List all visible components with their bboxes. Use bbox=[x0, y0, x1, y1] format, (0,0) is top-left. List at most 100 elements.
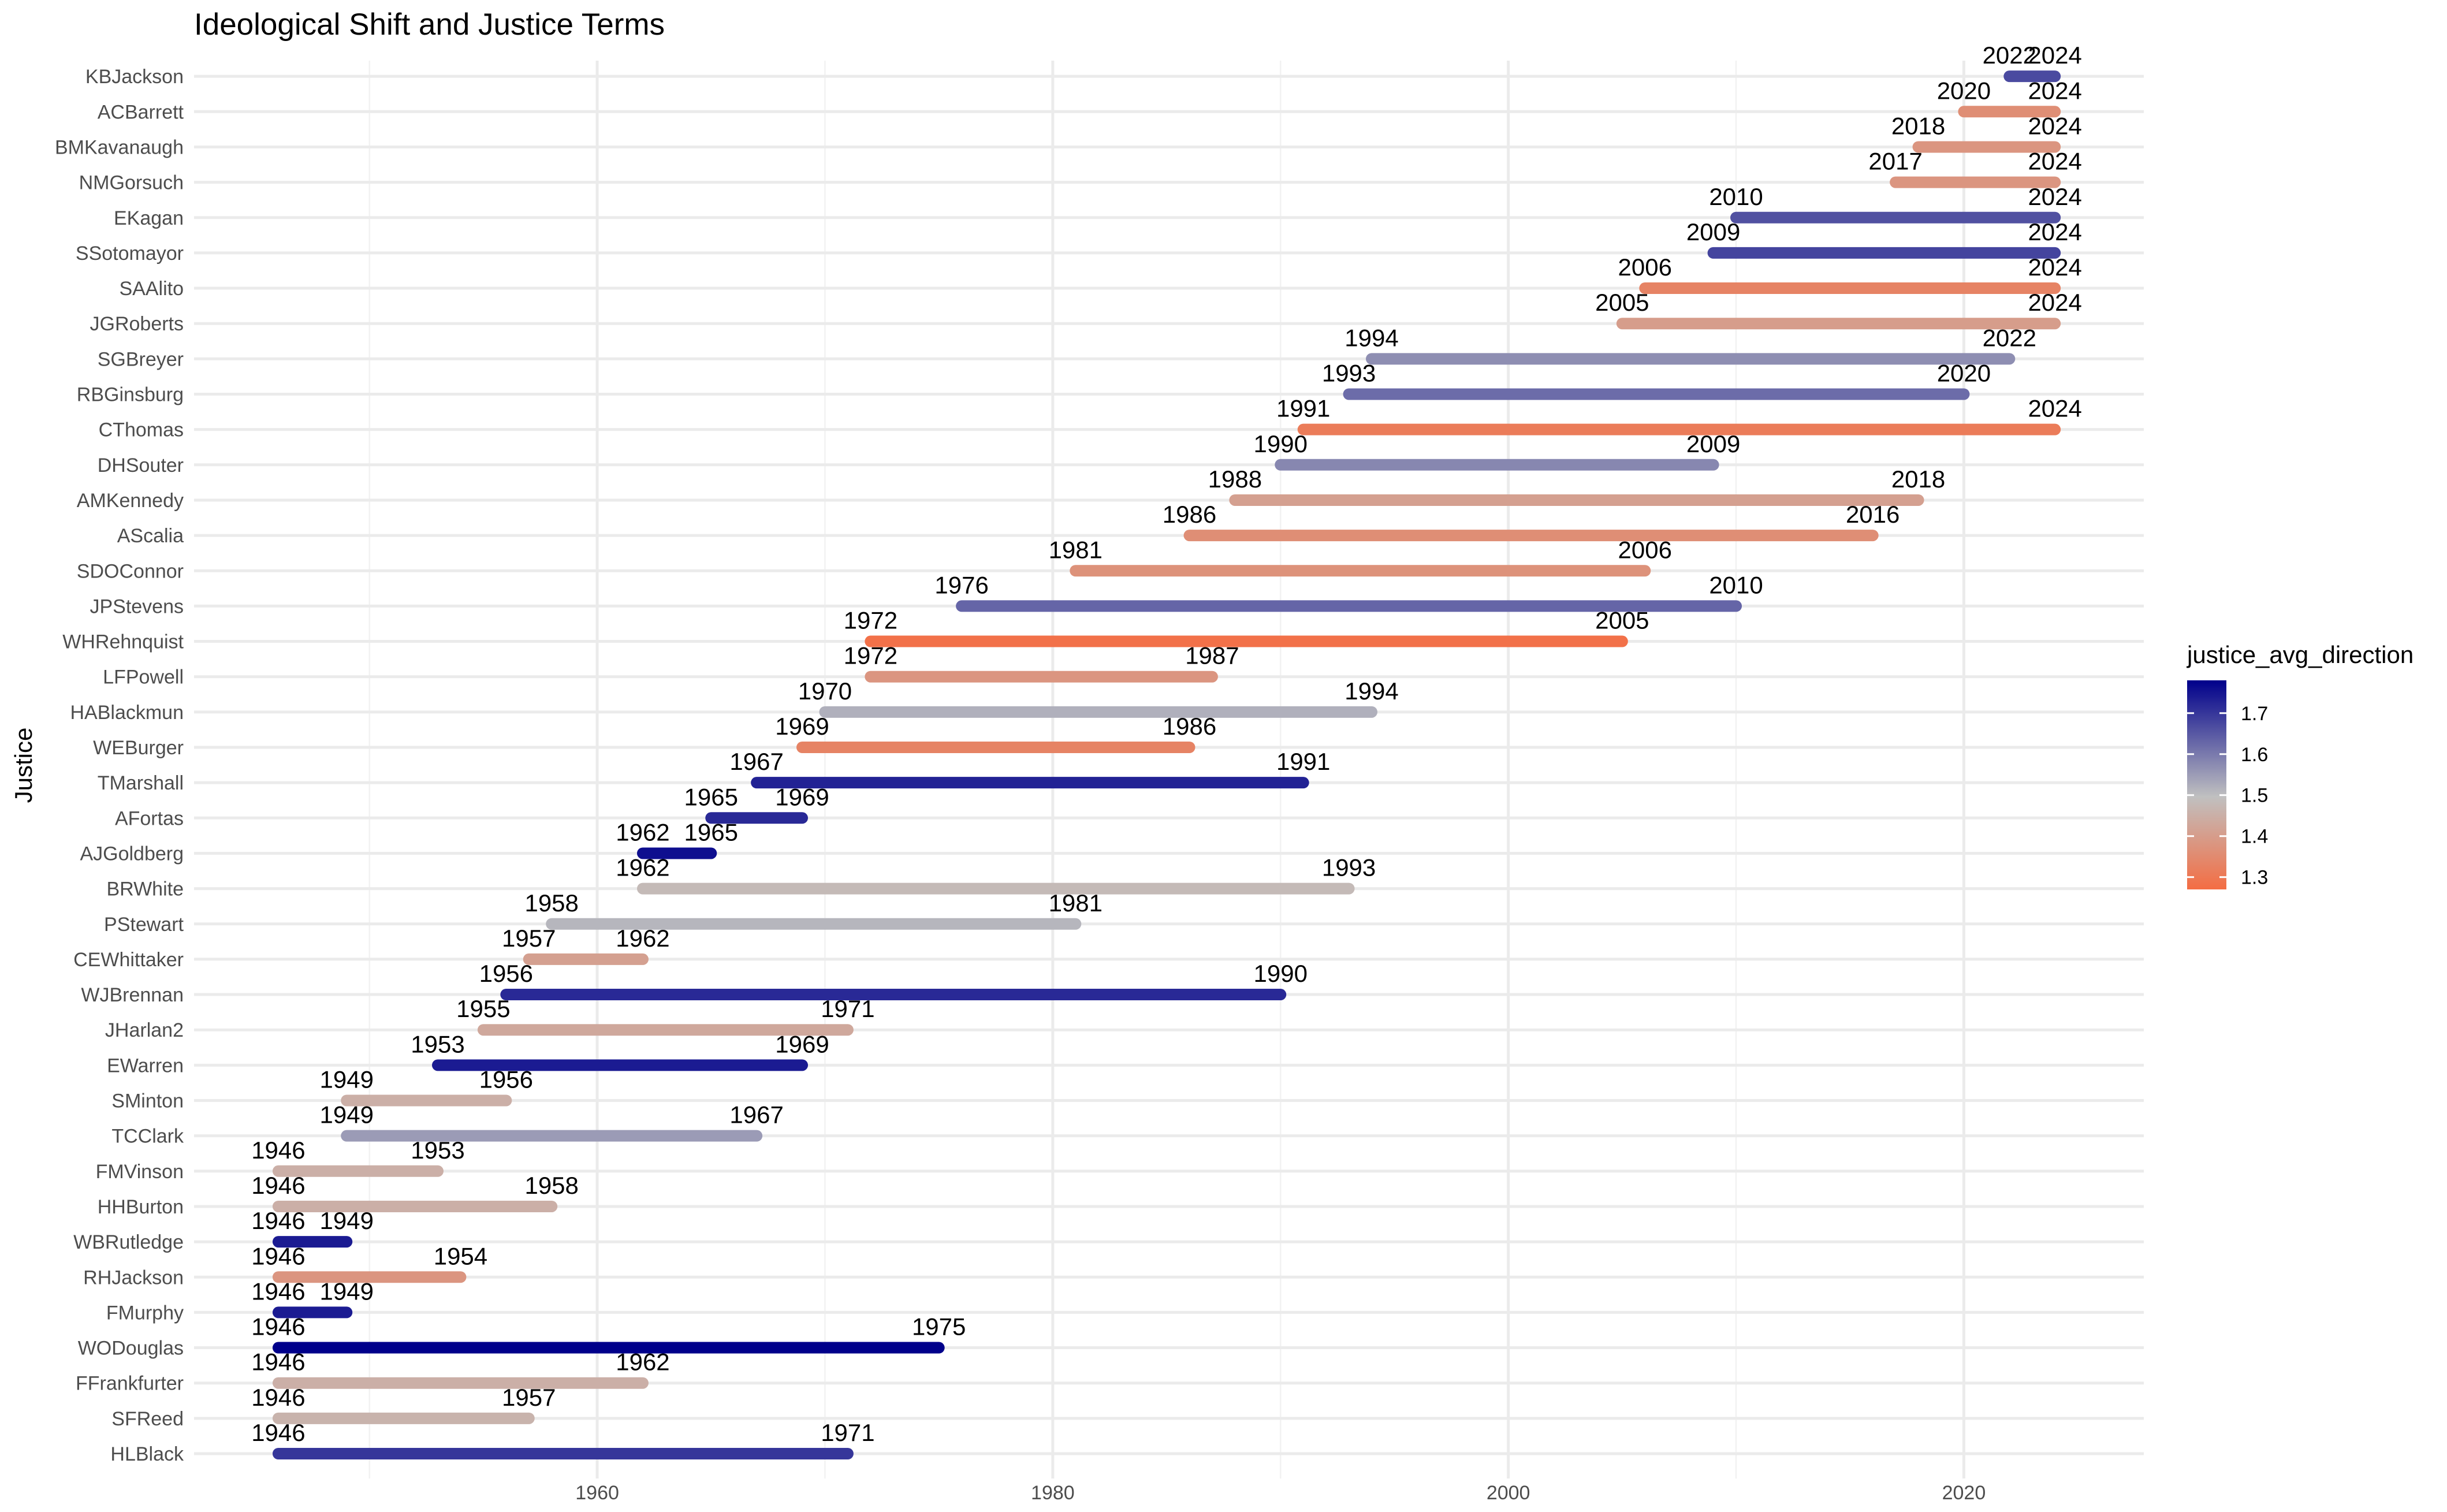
y-tick-label: SSotomayor bbox=[76, 243, 184, 265]
start-year-label: 1946 bbox=[251, 1242, 305, 1269]
end-year-label: 1990 bbox=[1254, 960, 1308, 987]
y-tick-label: NMGorsuch bbox=[79, 172, 184, 194]
start-year-label: 1962 bbox=[616, 818, 669, 846]
end-year-label: 1949 bbox=[320, 1207, 374, 1234]
start-year-label: 1962 bbox=[616, 854, 669, 881]
start-year-label: 1972 bbox=[844, 642, 897, 669]
legend-tick-label: 1.3 bbox=[2241, 867, 2268, 889]
end-year-label: 2024 bbox=[2028, 254, 2081, 281]
end-year-label: 2024 bbox=[2028, 289, 2081, 316]
start-year-label: 1955 bbox=[456, 995, 510, 1022]
y-tick-label: JPStevens bbox=[90, 595, 184, 617]
end-year-label: 2018 bbox=[1891, 465, 1945, 493]
end-year-label: 2024 bbox=[2028, 112, 2081, 139]
y-tick-label: TCClark bbox=[111, 1126, 184, 1148]
start-year-label: 1970 bbox=[798, 677, 852, 705]
y-tick-label: EKagan bbox=[114, 207, 184, 229]
y-tick-label: FMVinson bbox=[96, 1161, 184, 1183]
end-year-label: 1971 bbox=[821, 995, 874, 1022]
start-year-label: 1946 bbox=[251, 1137, 305, 1164]
y-tick-label: HHBurton bbox=[98, 1196, 184, 1218]
y-tick-label: AMKennedy bbox=[77, 490, 184, 512]
end-year-label: 2010 bbox=[1709, 571, 1763, 598]
start-year-label: 1956 bbox=[479, 960, 533, 987]
x-tick-label: 2000 bbox=[1487, 1482, 1530, 1504]
y-tick-label: TMarshall bbox=[98, 772, 184, 794]
y-tick-label: HABlackmun bbox=[70, 702, 184, 724]
end-year-label: 1956 bbox=[479, 1066, 533, 1093]
end-year-label: 1958 bbox=[524, 1172, 578, 1199]
start-year-label: 2017 bbox=[1868, 148, 1922, 175]
y-tick-label: WEBurger bbox=[93, 737, 184, 759]
start-year-label: 2005 bbox=[1595, 289, 1649, 316]
end-year-label: 2024 bbox=[2028, 42, 2081, 69]
end-year-label: 1981 bbox=[1049, 889, 1103, 917]
end-year-label: 2024 bbox=[2028, 218, 2081, 245]
y-tick-label: AScalia bbox=[117, 525, 184, 547]
legend-ticks: 1.3 1.4 1.5 1.6 1.7 bbox=[2187, 703, 2268, 889]
end-year-label: 1954 bbox=[434, 1242, 487, 1269]
y-tick-label: SMinton bbox=[111, 1090, 184, 1112]
end-year-label: 1969 bbox=[775, 1030, 829, 1057]
end-year-label: 1994 bbox=[1344, 677, 1398, 705]
end-year-label: 2006 bbox=[1618, 536, 1672, 563]
end-year-label: 1962 bbox=[616, 1349, 669, 1376]
end-year-label: 1969 bbox=[775, 783, 829, 810]
start-year-label: 1988 bbox=[1208, 465, 1262, 493]
y-tick-label: SFReed bbox=[111, 1408, 184, 1430]
end-year-label: 1949 bbox=[320, 1278, 374, 1305]
y-tick-label: DHSouter bbox=[98, 455, 184, 476]
end-year-label: 1971 bbox=[821, 1419, 874, 1446]
y-tick-label: JHarlan2 bbox=[105, 1019, 184, 1041]
end-year-label: 1962 bbox=[616, 925, 669, 952]
end-year-label: 2009 bbox=[1686, 430, 1740, 457]
start-year-label: 1946 bbox=[251, 1172, 305, 1199]
start-year-label: 1981 bbox=[1049, 536, 1103, 563]
y-tick-label: PStewart bbox=[104, 914, 184, 936]
start-year-label: 1969 bbox=[775, 713, 829, 740]
y-tick-label: SGBreyer bbox=[98, 348, 184, 370]
y-tick-label: WODouglas bbox=[78, 1338, 184, 1360]
y-tick-label: EWarren bbox=[107, 1055, 184, 1077]
y-tick-label: FMurphy bbox=[106, 1302, 184, 1324]
start-year-label: 1990 bbox=[1254, 430, 1308, 457]
term-segments bbox=[272, 70, 2061, 1459]
y-tick-labels: HLBlack SFReed FFrankfurter WODouglas FMurph… bbox=[55, 66, 184, 1465]
start-year-label: 1972 bbox=[844, 607, 897, 634]
y-tick-label: AFortas bbox=[115, 807, 184, 829]
start-year-label: 2018 bbox=[1891, 112, 1945, 139]
start-year-label: 1953 bbox=[411, 1030, 464, 1057]
y-tick-label: HLBlack bbox=[110, 1443, 184, 1465]
y-tick-label: LFPowell bbox=[103, 666, 184, 688]
y-tick-label: CEWhittaker bbox=[73, 949, 184, 971]
legend-colorbar bbox=[2187, 680, 2226, 889]
start-year-label: 2020 bbox=[1937, 77, 1991, 104]
start-year-label: 1949 bbox=[320, 1066, 374, 1093]
end-year-label: 1965 bbox=[684, 818, 738, 846]
end-year-label: 1993 bbox=[1322, 854, 1376, 881]
start-year-label: 1957 bbox=[502, 925, 556, 952]
end-year-label: 2016 bbox=[1846, 501, 1900, 528]
start-year-label: 1965 bbox=[684, 783, 738, 810]
chart-title: Ideological Shift and Justice Terms bbox=[194, 8, 665, 42]
y-tick-label: WBRutledge bbox=[73, 1231, 184, 1253]
y-axis-label: Justice bbox=[10, 728, 37, 803]
legend-tick-label: 1.5 bbox=[2241, 785, 2268, 807]
y-tick-label: SDOConnor bbox=[77, 560, 184, 582]
y-tick-label: RBGinsburg bbox=[77, 384, 184, 406]
y-tick-label: SAAlito bbox=[120, 278, 184, 300]
start-year-label: 1993 bbox=[1322, 360, 1376, 387]
end-year-label: 1987 bbox=[1185, 642, 1239, 669]
y-tick-label: BMKavanaugh bbox=[55, 136, 184, 158]
end-year-label: 2024 bbox=[2028, 148, 2081, 175]
start-year-label: 1976 bbox=[934, 571, 988, 598]
y-tick-label: AJGoldberg bbox=[80, 843, 184, 865]
end-year-label: 2020 bbox=[1937, 360, 1991, 387]
end-year-label: 1953 bbox=[411, 1137, 464, 1164]
start-year-label: 1946 bbox=[251, 1384, 305, 1411]
start-year-label: 1946 bbox=[251, 1278, 305, 1305]
end-year-label: 2005 bbox=[1595, 607, 1649, 634]
y-tick-label: BRWhite bbox=[106, 878, 184, 900]
y-tick-label: FFrankfurter bbox=[76, 1373, 184, 1395]
